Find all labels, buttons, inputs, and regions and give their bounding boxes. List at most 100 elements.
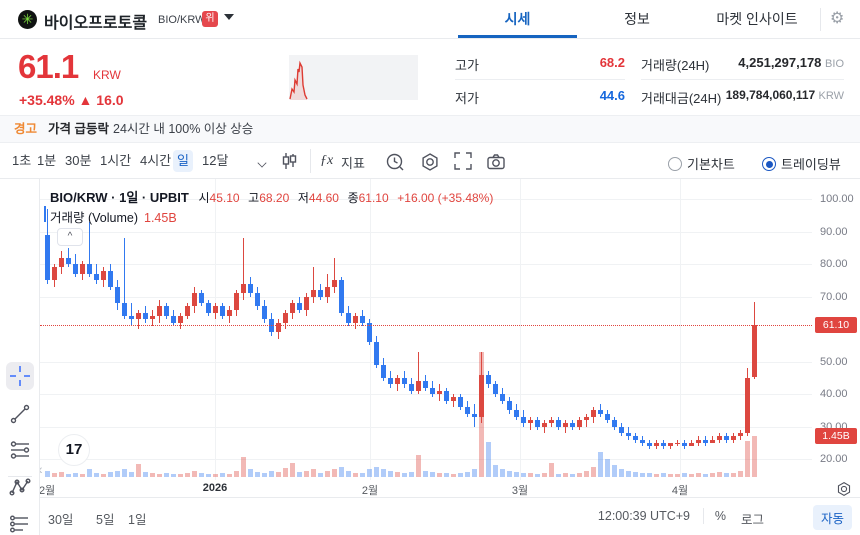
chart-type-tradingview[interactable]: 트레이딩뷰 — [762, 154, 841, 173]
current-volume-badge: 1.45B — [815, 428, 857, 444]
volume-bar — [353, 473, 358, 477]
candle-body — [73, 264, 78, 274]
chart-type-basic[interactable]: 기본차트 — [668, 154, 735, 173]
divider — [455, 79, 625, 80]
axis-settings-hexagon-icon[interactable] — [836, 481, 852, 497]
volume-bar — [234, 471, 239, 477]
chart-legend-volume: 거래량 (Volume) 1.45B — [50, 211, 177, 225]
timeframe-dropdown-caret-icon[interactable] — [257, 158, 267, 168]
volume-bar — [290, 463, 295, 477]
x-axis-tick: 3월 — [511, 485, 529, 497]
indicator-button[interactable]: 지표 — [341, 156, 365, 171]
candle-body — [451, 397, 456, 401]
candle-style-icon[interactable] — [280, 152, 298, 170]
price-change: +35.48% ▲ 16.0 — [19, 92, 124, 108]
radio-tradingview-icon[interactable] — [762, 157, 776, 171]
volume-bar — [577, 473, 582, 477]
volume-bar — [675, 474, 680, 477]
candle-body — [360, 316, 365, 323]
forecast-tool[interactable] — [6, 510, 34, 535]
volume-bar — [668, 474, 673, 477]
volume-bar — [521, 473, 526, 477]
candle-wick — [530, 416, 531, 430]
time-axis[interactable]: 12월 2026 2월 3월 4월 — [40, 480, 812, 497]
candle-body — [381, 364, 386, 378]
candle-body — [52, 267, 57, 281]
candle-body — [444, 390, 449, 401]
candle-body — [416, 381, 421, 391]
volume-bar — [101, 474, 106, 477]
scroll-left-icon[interactable]: ‹ — [40, 461, 43, 477]
timeframe-1h[interactable]: 1시간 — [100, 153, 132, 168]
fib-retracement-tool[interactable] — [6, 436, 34, 464]
candle-body — [703, 439, 708, 443]
timeframe-4h[interactable]: 4시간 — [140, 153, 172, 168]
warning-desc: 24시간 내 100% 이상 상승 — [113, 122, 254, 136]
timeframe-30m[interactable]: 30분 — [65, 153, 92, 168]
settings-gear-icon[interactable]: ⚙ — [830, 10, 845, 27]
collapse-legend-button[interactable]: ^ — [57, 228, 83, 246]
price-axis[interactable]: 100.00 90.00 80.00 70.00 50.00 40.00 30.00 20.0… — [812, 179, 860, 480]
candle-body — [276, 322, 281, 333]
candle-body — [374, 342, 379, 365]
timeframe-1d[interactable]: 일 — [173, 150, 193, 172]
candle-body — [101, 270, 106, 281]
timeframe-12mo[interactable]: 12달 — [202, 153, 229, 168]
crosshair-tool[interactable] — [6, 362, 34, 390]
fx-icon[interactable]: ƒx — [320, 153, 334, 168]
volume-bar — [696, 473, 701, 477]
trend-line-tool[interactable] — [6, 400, 34, 428]
xabcd-pattern-tool[interactable] — [6, 473, 34, 501]
range-30d-button[interactable]: 30일 — [48, 513, 74, 527]
clock-utc[interactable]: 12:00:39 UTC+9 — [597, 509, 690, 523]
range-5d-button[interactable]: 5일 — [96, 513, 115, 527]
volume-bar — [570, 474, 575, 477]
log-scale-button[interactable]: 로그 — [740, 513, 764, 527]
current-price-badge: 61.10 — [815, 317, 857, 334]
auto-scale-button[interactable]: 자동 — [812, 505, 852, 530]
candlestick-chart[interactable]: BIO/KRW · 1일 · UPBIT 시45.10 고68.20 저44.6… — [40, 179, 812, 480]
candle-body — [661, 442, 666, 446]
pair-label: BIO/KRW — [158, 14, 206, 26]
volume-bar — [297, 472, 302, 477]
candle-body — [486, 374, 491, 385]
candle-wick — [89, 221, 90, 277]
volume-bar — [738, 471, 743, 477]
volume-bar — [206, 474, 211, 477]
stat-high: 고가 68.2 — [455, 55, 625, 73]
volume-bar — [472, 469, 477, 477]
volume-bar — [661, 473, 666, 477]
tab-price[interactable]: 시세 — [458, 0, 577, 38]
current-price-line — [40, 325, 812, 327]
volume-bar — [591, 467, 596, 477]
tradingview-logo[interactable]: 17 — [58, 434, 90, 466]
range-1d-button[interactable]: 1일 — [128, 513, 147, 527]
candle-body — [178, 316, 183, 323]
candle-wick — [418, 351, 419, 394]
camera-snapshot-icon[interactable] — [486, 152, 506, 172]
candle-body — [150, 316, 155, 320]
volume-bar — [556, 474, 561, 477]
volume-bar — [605, 459, 610, 477]
timeframe-1s[interactable]: 1초 — [12, 153, 32, 168]
alert-clock-icon[interactable] — [385, 152, 405, 172]
candle-body — [325, 286, 330, 297]
volume-bar — [108, 472, 113, 477]
volume-bar — [122, 469, 127, 477]
candle-body — [290, 303, 295, 313]
radio-basic-chart-icon[interactable] — [668, 157, 682, 171]
timeframe-1m[interactable]: 1분 — [37, 153, 57, 168]
percent-scale-button[interactable]: % — [714, 509, 726, 523]
candle-body — [143, 312, 148, 320]
fullscreen-icon[interactable] — [454, 152, 472, 170]
volume-bar — [283, 468, 288, 477]
candle-body — [724, 436, 729, 440]
volume-bar — [255, 472, 260, 477]
coin-dropdown-caret-icon[interactable] — [224, 14, 234, 20]
h-gridline — [40, 394, 812, 395]
chart-settings-hexagon-icon[interactable] — [420, 152, 440, 172]
tab-market-insight[interactable]: 마켓 인사이트 — [716, 11, 798, 27]
tab-info[interactable]: 정보 — [624, 11, 650, 27]
volume-bar — [493, 465, 498, 477]
volume-bar — [360, 473, 365, 477]
